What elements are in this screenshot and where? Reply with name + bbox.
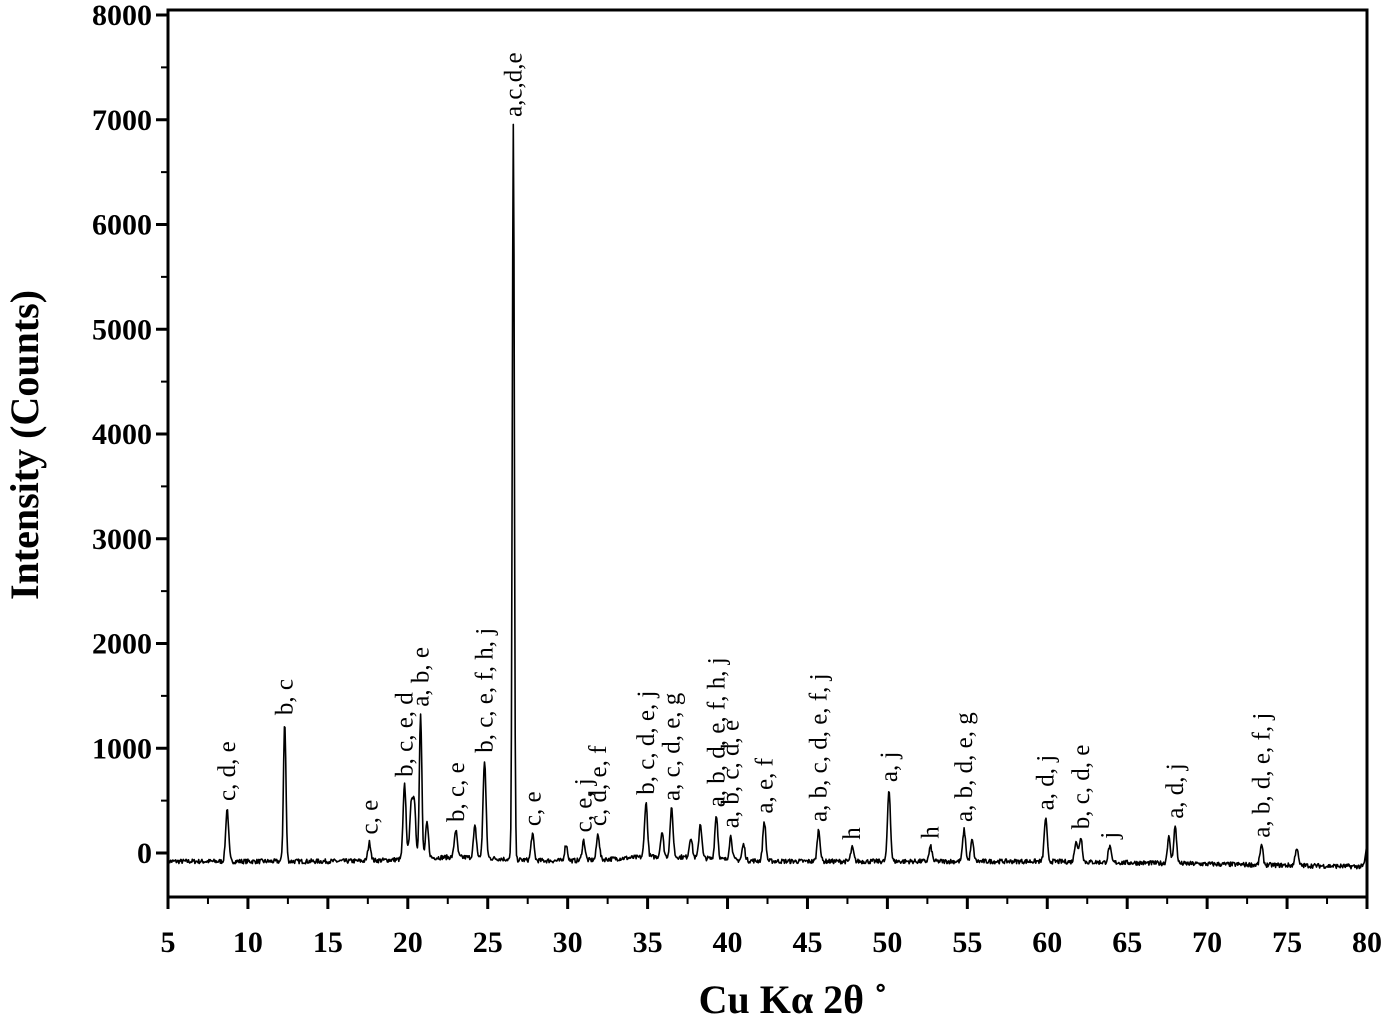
peak-label: a, b, e (408, 647, 435, 707)
peak-label: c, d, e, f (585, 745, 612, 826)
x-tick-label: 35 (633, 926, 663, 959)
axis-tick-labels: 5 10 15 20 25 30 35 40 45 50 55 60 65 70 75 80 0 1000 2000… (92, 0, 1382, 959)
y-tick-label: 4000 (92, 418, 152, 451)
peak-label: b, c, e, d (392, 692, 419, 777)
x-tick-label: 55 (952, 926, 982, 959)
peak-label: a, e, f (751, 757, 778, 813)
peak-label: h (839, 827, 866, 840)
peak-label: j (1097, 832, 1124, 840)
x-tick-label: 50 (872, 926, 902, 959)
x-tick-label: 20 (393, 926, 423, 959)
x-tick-label: 40 (713, 926, 743, 959)
peak-label: b, c, d, e, j (633, 691, 660, 795)
y-tick-label: 5000 (92, 313, 152, 346)
x-tick-label: 10 (233, 926, 263, 959)
peak-label: a, c, d, e, g (659, 692, 686, 801)
x-tick-label: 30 (553, 926, 583, 959)
peak-label: a, d, j (1033, 755, 1060, 811)
peak-label: a, d, j (1162, 763, 1189, 819)
y-tick-label: 6000 (92, 209, 152, 242)
peak-label: a,c,d,e (500, 52, 527, 117)
peak-label: b, c, d, e (1068, 745, 1095, 830)
peak-label: a, b, c, d, e (718, 720, 745, 828)
peak-label: c, d, e (214, 741, 241, 801)
x-tick-label: 5 (161, 926, 176, 959)
y-axis-title: Intensity (Counts) (2, 290, 47, 600)
diffraction-pattern-line (167, 123, 1368, 870)
y-tick-label: 0 (137, 837, 152, 870)
x-tick-label: 80 (1352, 926, 1382, 959)
x-axis-title: Cu Kα 2θ ˚ (699, 977, 888, 1022)
peak-label: a, b, d, e, f, j (1249, 713, 1276, 838)
x-tick-label: 60 (1032, 926, 1062, 959)
peak-label: b, c, e, f, h, j (472, 628, 499, 753)
y-tick-label: 1000 (92, 732, 152, 765)
x-tick-label: 45 (792, 926, 822, 959)
peak-label: c, e (356, 800, 383, 835)
peak-labels: c, d, eb, cc, eb, c, e, da, b, eb, c, eb… (214, 52, 1275, 839)
x-tick-label: 65 (1112, 926, 1142, 959)
y-tick-label: 8000 (92, 0, 152, 32)
axis-ticks (156, 13, 1369, 909)
peak-label: a, b, d, e, f, h, j (703, 657, 730, 807)
y-tick-label: 2000 (92, 628, 152, 661)
peak-label: c, e (520, 791, 547, 826)
peak-label: a, j (876, 752, 903, 783)
peak-label: h (918, 826, 945, 839)
x-tick-label: 75 (1272, 926, 1302, 959)
y-tick-label: 7000 (92, 104, 152, 137)
peak-label: b, c, e (443, 762, 470, 822)
y-tick-label: 3000 (92, 523, 152, 556)
peak-label: b, c (272, 679, 299, 715)
peak-label: a, b, c, d, e, f, j (806, 673, 833, 822)
peak-label: c, e, j (571, 778, 598, 832)
peak-label: a, b, d, e, g (951, 712, 978, 822)
x-tick-label: 25 (473, 926, 503, 959)
x-tick-label: 15 (313, 926, 343, 959)
x-tick-label: 70 (1192, 926, 1222, 959)
